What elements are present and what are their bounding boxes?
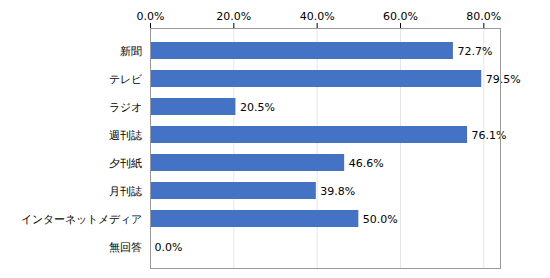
- svg-text:72.7%: 72.7%: [457, 45, 492, 58]
- svg-text:39.8%: 39.8%: [320, 185, 355, 198]
- svg-text:79.5%: 79.5%: [486, 73, 521, 86]
- svg-text:50.0%: 50.0%: [363, 213, 398, 226]
- svg-text:80.0%: 80.0%: [466, 10, 501, 23]
- svg-text:60.0%: 60.0%: [383, 10, 418, 23]
- svg-text:20.5%: 20.5%: [240, 101, 275, 114]
- svg-text:46.6%: 46.6%: [349, 157, 384, 170]
- svg-text:月刊誌: 月刊誌: [109, 185, 142, 198]
- svg-text:新聞: 新聞: [120, 45, 142, 58]
- svg-text:テレビ: テレビ: [109, 73, 143, 86]
- svg-text:76.1%: 76.1%: [472, 129, 507, 142]
- svg-text:インターネットメディア: インターネットメディア: [21, 213, 142, 226]
- svg-text:0.0%: 0.0%: [155, 241, 183, 254]
- svg-text:無回答: 無回答: [109, 241, 142, 254]
- svg-text:0.0%: 0.0%: [137, 10, 165, 23]
- svg-text:40.0%: 40.0%: [300, 10, 335, 23]
- svg-text:ラジオ: ラジオ: [109, 101, 142, 114]
- svg-text:夕刊紙: 夕刊紙: [109, 157, 142, 170]
- svg-text:週刊誌: 週刊誌: [109, 129, 142, 142]
- svg-text:20.0%: 20.0%: [216, 10, 251, 23]
